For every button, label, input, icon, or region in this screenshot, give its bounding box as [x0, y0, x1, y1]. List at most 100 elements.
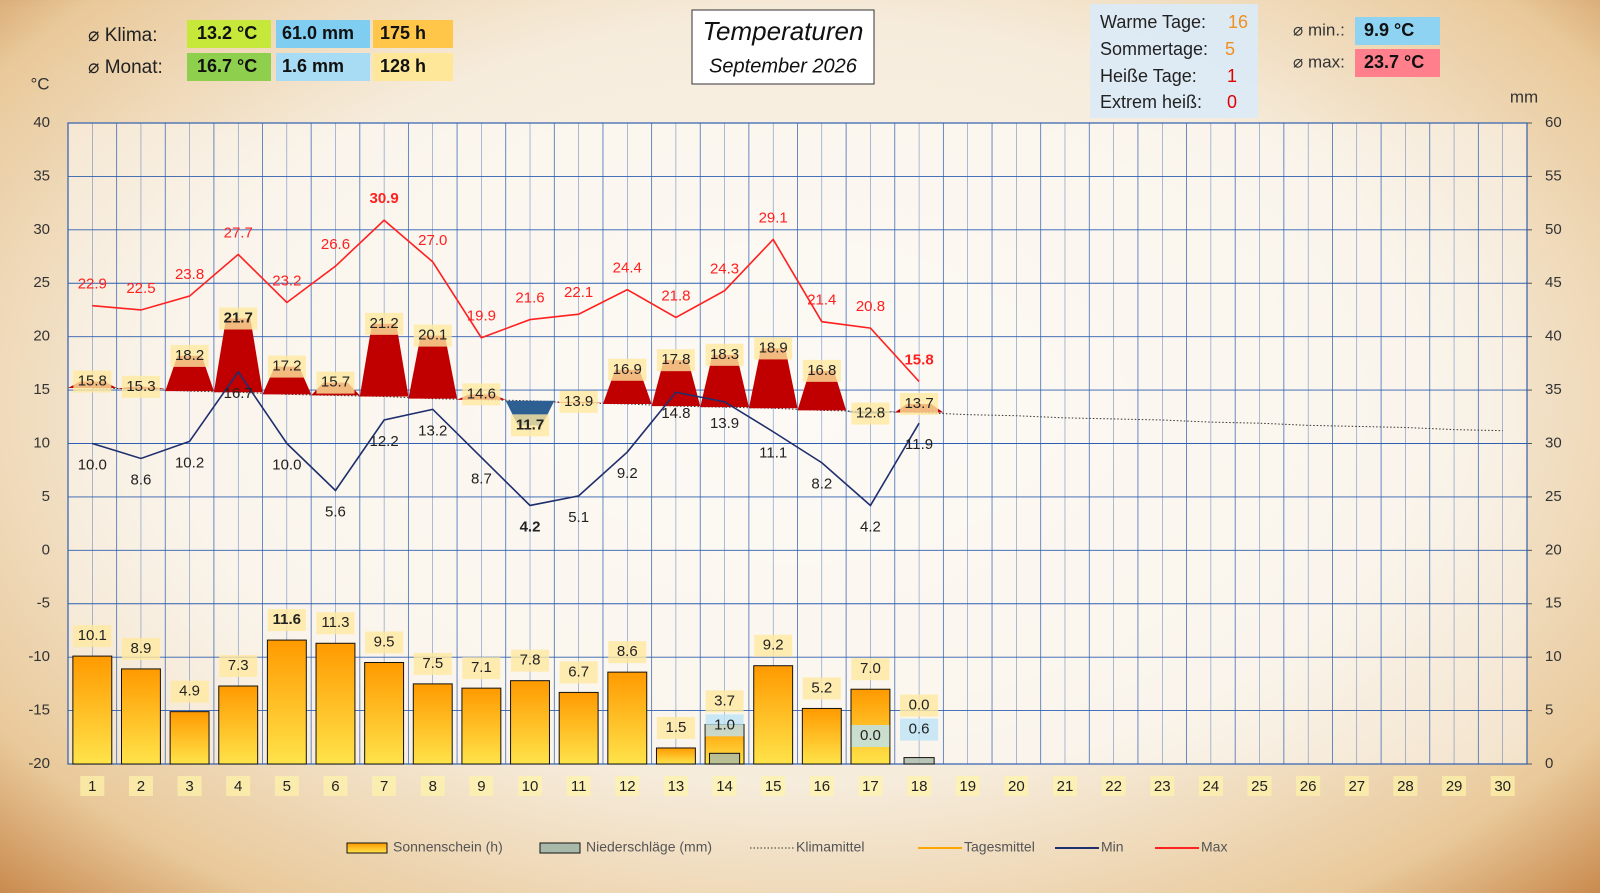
x-label-bg	[712, 776, 737, 796]
value-label: 21.4	[807, 292, 836, 309]
x-tick-label: 16	[813, 778, 830, 795]
x-tick-label: 23	[1154, 778, 1171, 795]
value-label: 11.6	[273, 611, 301, 628]
x-label-bg	[420, 776, 445, 796]
value-label: 0.0	[860, 727, 881, 744]
sun-bar	[72, 655, 113, 765]
stat-label: Warme Tage:	[1100, 12, 1206, 32]
value-label-bg	[802, 359, 841, 382]
sun-bar	[364, 662, 405, 765]
value-label: 13.9	[564, 393, 593, 410]
y2-tick-label: 0	[1545, 755, 1553, 772]
legend-swatch	[539, 842, 581, 854]
y-tick-label: 30	[33, 221, 50, 238]
klima-label: ⌀ Klima:	[88, 25, 158, 46]
min-value: 9.9 °C	[1364, 20, 1414, 40]
value-label: 6.7	[568, 663, 589, 680]
value-label: 10.0	[78, 456, 107, 473]
chart-title: Temperaturen	[703, 16, 864, 46]
value-label-bg	[754, 634, 793, 657]
value-label: 13.9	[710, 415, 739, 432]
stat-label: Heiße Tage:	[1100, 66, 1197, 86]
y-tick-label: -10	[28, 648, 50, 665]
sun-bar	[120, 668, 161, 765]
value-label: 9.5	[374, 633, 395, 650]
value-label-bg	[121, 637, 160, 660]
value-label: 21.6	[515, 290, 544, 307]
value-label: 12.2	[370, 433, 399, 450]
monat-rain: 1.6 mm	[282, 56, 344, 76]
x-label-bg	[372, 776, 397, 796]
sun-bar	[461, 687, 502, 765]
sun-bar	[607, 671, 648, 765]
y2-tick-label: 40	[1545, 328, 1562, 345]
value-label-bg	[170, 344, 209, 367]
value-label-bg	[73, 625, 112, 648]
x-label-bg	[323, 776, 348, 796]
y-tick-label: 40	[33, 114, 50, 131]
x-label-bg	[274, 776, 299, 796]
x-label-bg	[907, 776, 932, 796]
value-label: 11.1	[759, 445, 787, 462]
x-tick-label: 15	[765, 778, 782, 795]
x-tick-label: 6	[331, 778, 339, 795]
x-label-bg	[1442, 776, 1467, 796]
y2-axis-label: mm	[1510, 87, 1538, 106]
value-label-bg	[608, 358, 647, 381]
value-label: 10.0	[272, 456, 301, 473]
value-label-bg	[462, 383, 501, 406]
mean-area	[748, 348, 798, 409]
value-label: 7.1	[471, 659, 492, 676]
stat-label: Extrem heiß:	[1100, 92, 1202, 112]
legend-label: Min	[1101, 839, 1124, 855]
value-label-bg	[851, 402, 890, 425]
value-label: 26.6	[321, 236, 350, 253]
sun-bar	[558, 691, 599, 765]
sun-bar	[510, 680, 550, 765]
stat-label: Sommertage:	[1100, 39, 1208, 59]
value-label: 19.9	[467, 308, 496, 325]
temp-line	[92, 219, 920, 383]
value-label-bg	[121, 375, 160, 398]
value-label-bg	[316, 612, 355, 635]
x-label-bg	[858, 776, 883, 796]
plot-frame	[67, 122, 1528, 765]
x-label-bg	[761, 776, 786, 796]
value-label: 16.9	[613, 361, 642, 378]
value-label: 8.2	[811, 476, 832, 493]
legend-swatch	[346, 842, 388, 854]
value-label-bg	[705, 714, 744, 737]
value-label-bg	[656, 349, 695, 372]
value-label: 24.3	[710, 261, 739, 278]
x-tick-label: 19	[959, 778, 976, 795]
value-label: 14.6	[467, 385, 496, 402]
value-label: 23.2	[272, 272, 301, 289]
value-label: 22.5	[126, 280, 155, 297]
x-tick-label: 21	[1057, 778, 1074, 795]
x-label-bg	[518, 776, 543, 796]
value-label: 18.2	[175, 347, 204, 364]
mean-area	[700, 354, 749, 408]
value-label: 21.7	[224, 309, 253, 326]
klima-rain: 61.0 mm	[282, 23, 354, 43]
legend-label: Max	[1201, 839, 1227, 855]
value-label-bg	[754, 337, 793, 360]
stat-value: 1	[1227, 66, 1237, 86]
value-label: 10.1	[78, 627, 107, 644]
x-tick-label: 3	[185, 778, 193, 795]
value-label-bg	[365, 631, 404, 654]
precip-bar	[708, 752, 741, 765]
y-tick-label: 0	[42, 541, 50, 558]
x-label-bg	[469, 776, 494, 796]
y-tick-label: -15	[28, 702, 50, 719]
x-label-bg	[1150, 776, 1175, 796]
value-label-bg	[656, 716, 695, 739]
value-label-bg	[705, 690, 744, 713]
y2-tick-label: 10	[1545, 648, 1562, 665]
value-label-bg	[851, 658, 890, 681]
x-label-bg	[809, 776, 834, 796]
y2-tick-label: 25	[1545, 488, 1562, 505]
min-label: ⌀ min.:	[1293, 20, 1345, 39]
max-value: 23.7 °C	[1364, 52, 1424, 72]
x-tick-label: 28	[1397, 778, 1414, 795]
